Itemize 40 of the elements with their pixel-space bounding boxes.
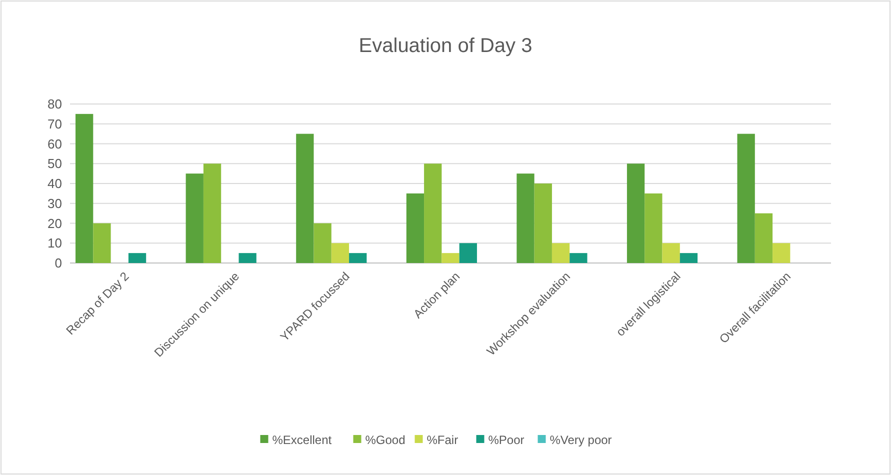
bar bbox=[534, 184, 552, 263]
bar bbox=[680, 253, 698, 263]
bar bbox=[128, 253, 146, 263]
bar bbox=[662, 243, 680, 263]
bar bbox=[626, 164, 645, 263]
y-tick-label: 30 bbox=[48, 196, 62, 211]
bar bbox=[772, 243, 790, 263]
y-tick-label: 70 bbox=[48, 116, 62, 132]
bar bbox=[754, 213, 773, 263]
legend-label: %Excellent bbox=[272, 433, 332, 448]
legend-label: %Poor bbox=[488, 433, 524, 448]
bar bbox=[570, 253, 588, 263]
bar bbox=[516, 174, 534, 263]
y-tick-label: 60 bbox=[48, 136, 62, 152]
bar bbox=[186, 174, 204, 263]
bar bbox=[203, 164, 222, 263]
bar bbox=[296, 134, 314, 263]
chart-title: Evaluation of Day 3 bbox=[358, 35, 532, 57]
bar bbox=[331, 243, 350, 263]
bar bbox=[644, 193, 662, 263]
bar bbox=[406, 193, 424, 263]
y-tick-label: 40 bbox=[48, 176, 62, 192]
legend-label: %Fair bbox=[426, 433, 458, 448]
bar bbox=[424, 164, 442, 263]
bar bbox=[314, 223, 332, 263]
y-tick-label: 20 bbox=[48, 216, 62, 231]
y-tick-label: 50 bbox=[48, 156, 62, 172]
bar bbox=[93, 223, 111, 263]
y-tick-label: 0 bbox=[54, 256, 62, 271]
bar bbox=[442, 253, 460, 263]
bar bbox=[76, 114, 94, 263]
y-tick-label: 80 bbox=[48, 96, 62, 112]
bar bbox=[737, 134, 755, 263]
y-tick-label: 10 bbox=[48, 236, 62, 251]
bar bbox=[238, 253, 256, 263]
bar bbox=[349, 253, 367, 263]
legend-label: %Very poor bbox=[550, 433, 612, 448]
bar bbox=[459, 243, 477, 263]
legend-label: %Good bbox=[365, 433, 406, 448]
bar bbox=[552, 243, 570, 263]
